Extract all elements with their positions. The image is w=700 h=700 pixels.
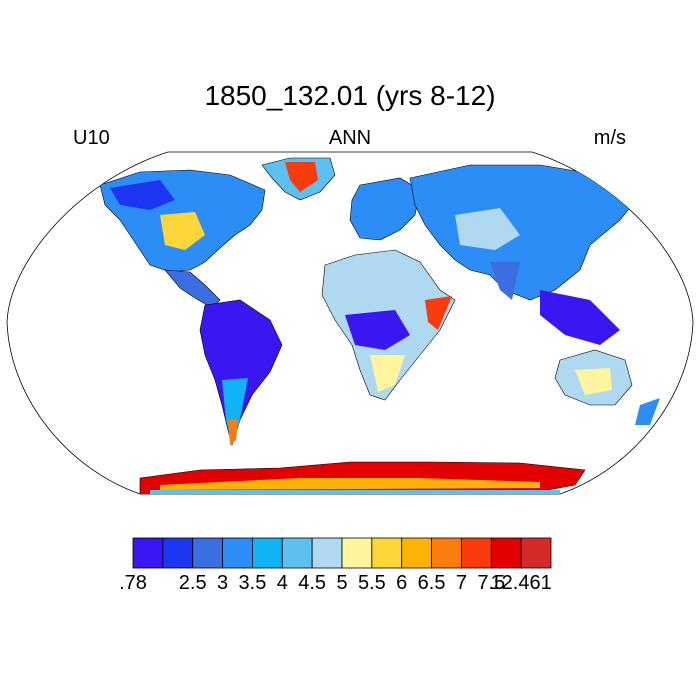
colorbar-tick-label: 3.5 <box>238 572 267 594</box>
patagonia <box>228 420 238 445</box>
colorbar-swatch <box>162 537 194 569</box>
south-asia <box>490 262 520 300</box>
central-africa <box>345 310 410 350</box>
colorbar-swatch <box>461 537 492 569</box>
colorbar-tick-label: 2.5 <box>178 572 207 594</box>
north-america-arctic <box>110 180 175 210</box>
greenland-ice <box>285 162 318 192</box>
colorbar-tick-label: 5.5 <box>357 572 386 594</box>
variable-label: U10 <box>73 127 110 149</box>
colorbar-tick-label: 4.5 <box>298 572 327 594</box>
colorbar-swatch <box>252 537 283 569</box>
southern-africa <box>370 355 405 392</box>
colorbar-swatch <box>132 537 164 569</box>
map-title: 1850_132.01 (yrs 8-12) <box>204 80 496 111</box>
antarctica-band <box>160 478 540 490</box>
south-america-south <box>222 378 248 445</box>
colorbar-swatch <box>192 537 223 569</box>
colorbar-swatch <box>431 537 462 569</box>
season-label: ANN <box>328 127 372 149</box>
units-label: m/s <box>593 127 626 149</box>
colorbar-tick-label: 12.461 <box>490 572 552 594</box>
colorbar-swatch <box>341 537 373 569</box>
colorbar-tick-label: 7 <box>455 572 467 594</box>
asia-plateau <box>455 208 520 250</box>
north-america-interior <box>160 212 205 250</box>
colorbar-swatch <box>222 537 253 569</box>
colorbar-swatch <box>490 537 522 569</box>
australia-interior <box>575 368 612 395</box>
antarctica-coast <box>150 490 560 494</box>
colorbar-tick-label: 6.5 <box>417 572 446 594</box>
colorbar-tick-label: 5 <box>336 572 348 594</box>
colorbar-swatch <box>311 537 343 569</box>
europe <box>349 177 421 241</box>
colorbar-tick-label: 7.5 <box>477 572 506 594</box>
colorbar-tick-label: 4 <box>276 572 288 594</box>
colorbar-tick-label: .78 <box>119 572 147 594</box>
colorbar-swatch <box>281 537 313 569</box>
horn-of-africa <box>425 296 452 330</box>
colorbar-tick-label: 3 <box>217 572 229 594</box>
colorbar-swatch <box>401 537 432 569</box>
colorbar-swatch <box>371 537 403 569</box>
new-zealand <box>635 398 660 425</box>
colorbar-swatch <box>520 537 552 569</box>
colorbar-tick-label: 6 <box>396 572 408 594</box>
southeast-asia <box>540 290 620 345</box>
